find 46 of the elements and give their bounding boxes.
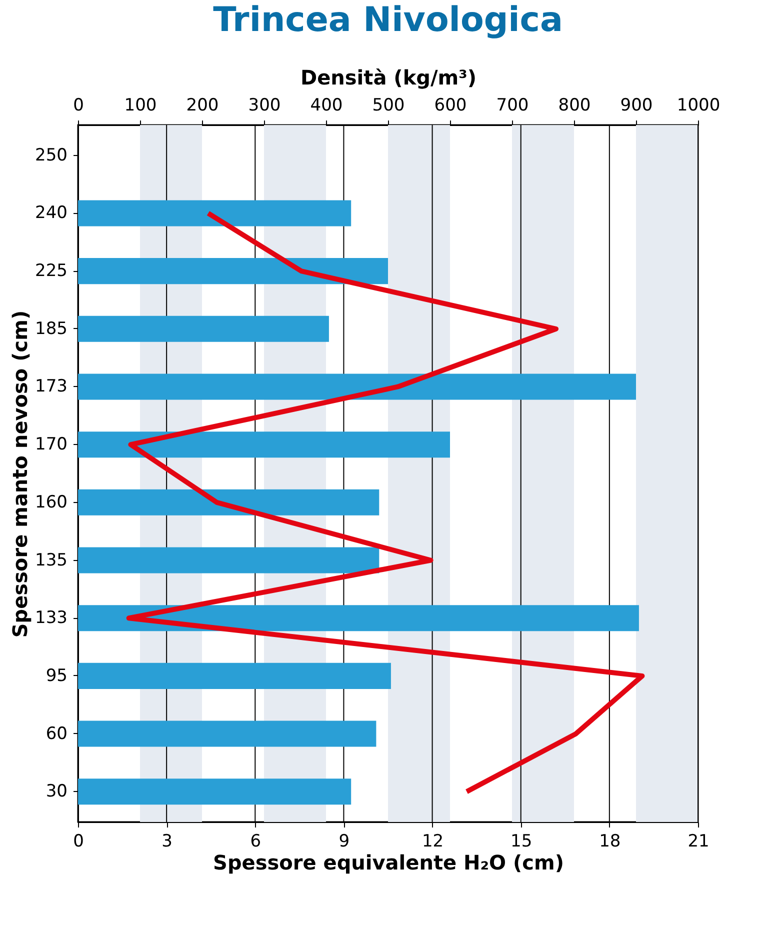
x2-tick-label: 900 xyxy=(620,96,653,116)
bar xyxy=(78,489,380,516)
bar xyxy=(78,432,450,458)
y-tick-label: 240 xyxy=(35,203,68,224)
y-tick-label: 170 xyxy=(35,434,68,455)
x2-tick-label: 700 xyxy=(496,96,529,116)
y-axis-title: Spessore manto nevoso (cm) xyxy=(8,310,32,638)
x2-tick-label: 300 xyxy=(248,96,281,116)
x2-tick-label: 400 xyxy=(310,96,343,116)
x-tick-label: 6 xyxy=(250,832,262,852)
bar xyxy=(78,662,391,689)
x2-axis-title: Densità (kg/m³) xyxy=(300,66,476,90)
y-tick-label: 250 xyxy=(35,145,68,166)
bar xyxy=(78,547,380,574)
y-tick-label: 30 xyxy=(46,782,68,802)
bar xyxy=(78,258,388,284)
x-tick-label: 21 xyxy=(688,832,710,852)
x-tick-label: 9 xyxy=(338,832,350,852)
x2-tick-label: 0 xyxy=(73,96,84,116)
x2-tick-label: 500 xyxy=(372,96,405,116)
y-tick-label: 133 xyxy=(35,608,68,628)
x2-tick-label: 600 xyxy=(434,96,467,116)
y-tick-label: 60 xyxy=(46,724,68,744)
x-axis-title: Spessore equivalente H₂O (cm) xyxy=(213,850,564,874)
y-tick-label: 135 xyxy=(35,550,68,570)
y-tick-label: 225 xyxy=(35,261,68,282)
x-tick-label: 12 xyxy=(422,832,444,852)
bar xyxy=(78,605,639,632)
x2-tick-label: 800 xyxy=(558,96,591,116)
y-tick-label: 173 xyxy=(35,376,68,397)
bar xyxy=(78,720,376,747)
y-tick-label: 185 xyxy=(35,318,68,339)
x2-tick-label: 1000 xyxy=(676,96,720,116)
bar xyxy=(78,200,352,226)
x-tick-label: 0 xyxy=(73,832,84,852)
x2-tick-label: 200 xyxy=(186,96,219,116)
bar xyxy=(78,778,352,805)
x-tick-label: 15 xyxy=(510,832,532,852)
x2-tick-label: 100 xyxy=(124,96,157,116)
x-tick-label: 18 xyxy=(599,832,621,852)
bar xyxy=(78,316,329,342)
y-tick-label: 160 xyxy=(35,492,68,512)
y-tick-label: 95 xyxy=(46,666,68,686)
x-tick-label: 3 xyxy=(162,832,172,852)
bar xyxy=(78,374,636,400)
chart-title: Trincea Nivologica xyxy=(213,0,563,40)
